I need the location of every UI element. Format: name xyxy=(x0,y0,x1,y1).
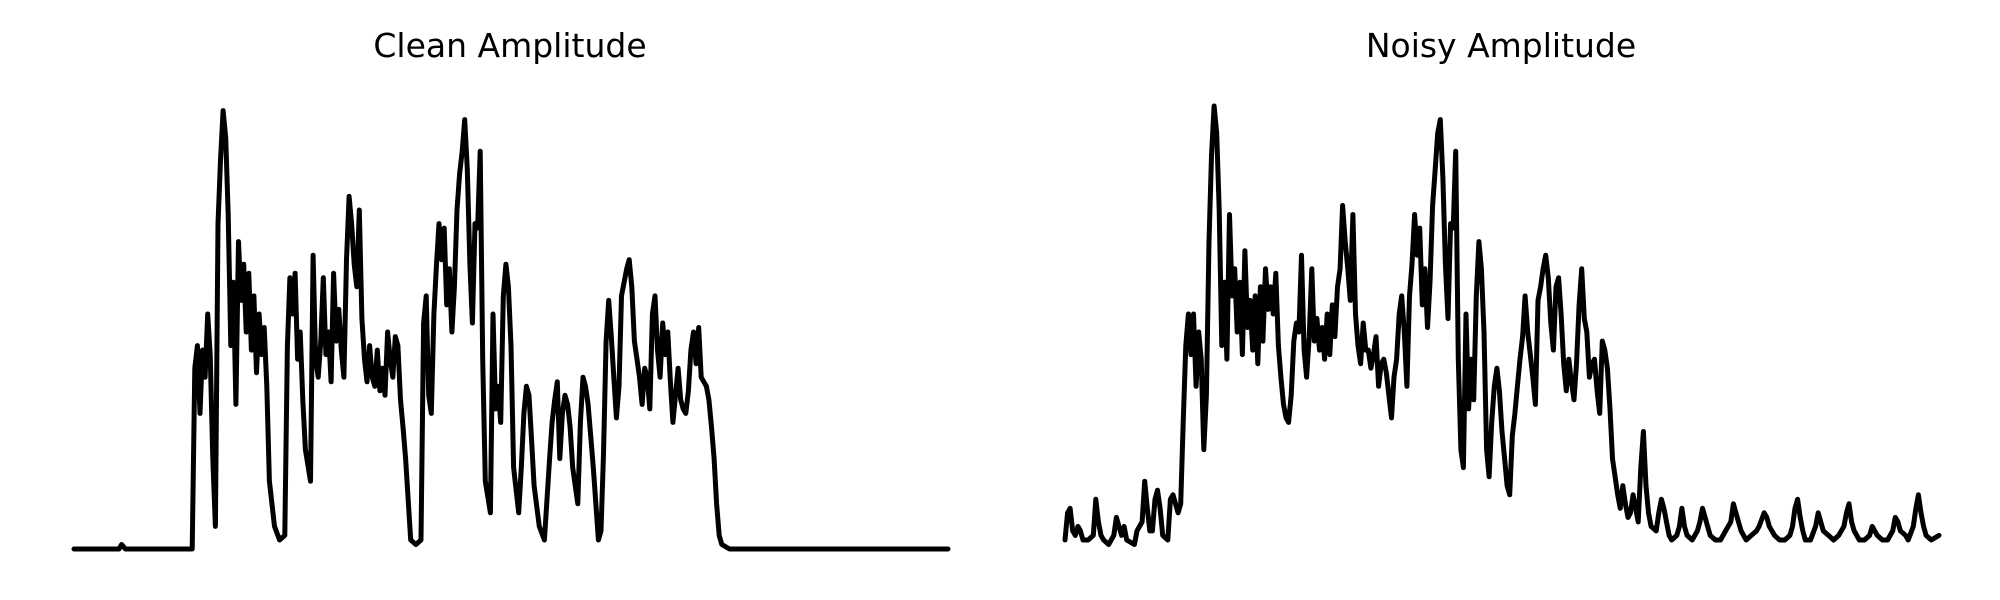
clean-amplitude-series-line-0 xyxy=(71,108,951,552)
clean-amplitude-title: Clean Amplitude xyxy=(373,26,646,65)
noisy-amplitude-panel: Noisy Amplitude xyxy=(1062,26,1942,547)
clean-amplitude-panel: Clean Amplitude xyxy=(71,26,951,552)
noisy-amplitude-title: Noisy Amplitude xyxy=(1366,26,1636,65)
noisy-amplitude-series-line-0 xyxy=(1062,103,1942,547)
